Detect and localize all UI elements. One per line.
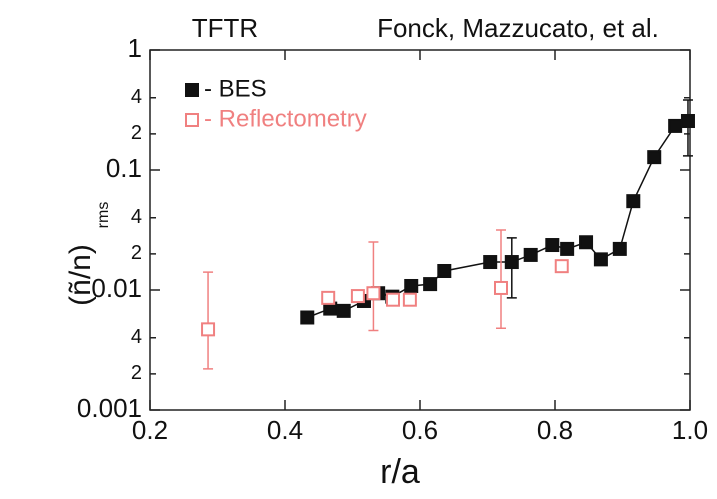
chart-title-left: TFTR (192, 13, 258, 43)
data-point (504, 255, 519, 270)
data-point (423, 277, 438, 292)
legend-label: - BES (204, 75, 267, 102)
x-tick-label: 1.0 (672, 415, 708, 445)
x-tick-label: 0.8 (537, 415, 573, 445)
data-point (554, 259, 569, 274)
data-point (560, 241, 575, 256)
x-tick-label: 0.4 (267, 415, 303, 445)
y-tick-label: 4 (131, 86, 142, 108)
y-tick-label: 4 (131, 326, 142, 348)
data-point (300, 310, 315, 325)
y-axis-label-group: (ñ/n) rms (64, 202, 112, 306)
data-point (593, 252, 608, 267)
data-point (668, 118, 683, 133)
plot-frame (149, 49, 691, 411)
data-point (321, 290, 336, 305)
error-bar (496, 229, 506, 330)
data-point (612, 241, 627, 256)
data-point (647, 150, 662, 165)
data-point (494, 280, 508, 295)
data-point (404, 278, 419, 293)
chart-title-right: Fonck, Mazzucato, et al. (377, 13, 659, 43)
y-axis-label: (ñ/n) (64, 244, 97, 306)
data-point (626, 194, 641, 209)
y-tick-label: 1 (128, 33, 142, 63)
y-tick-label: 0.1 (106, 153, 142, 183)
y-tick-label: 2 (131, 242, 142, 264)
y-tick-label: 4 (131, 206, 142, 228)
x-tick-label: 0.2 (132, 415, 168, 445)
legend-marker (185, 113, 199, 127)
y-tick-label: 0.01 (91, 273, 142, 303)
x-axis-label: r/a (380, 453, 420, 491)
data-point (545, 238, 560, 253)
y-tick-label: 2 (131, 122, 142, 144)
data-point (386, 292, 400, 307)
data-point (366, 286, 381, 301)
x-tick-label: 0.6 (402, 415, 438, 445)
data-point (483, 255, 498, 270)
data-point (579, 235, 594, 250)
y-axis-label-sub: rms (95, 202, 112, 229)
legend-label: - Reflectometry (204, 105, 367, 132)
legend-marker (185, 83, 199, 97)
data-point (402, 292, 417, 307)
error-bar (203, 271, 214, 370)
y-tick-label: 0.001 (77, 393, 142, 423)
data-point (201, 322, 216, 337)
data-point (523, 247, 538, 262)
y-tick-label: 2 (131, 362, 142, 384)
data-point (350, 289, 365, 304)
data-point (437, 263, 452, 278)
data-point (336, 303, 351, 318)
data-point (680, 114, 695, 129)
